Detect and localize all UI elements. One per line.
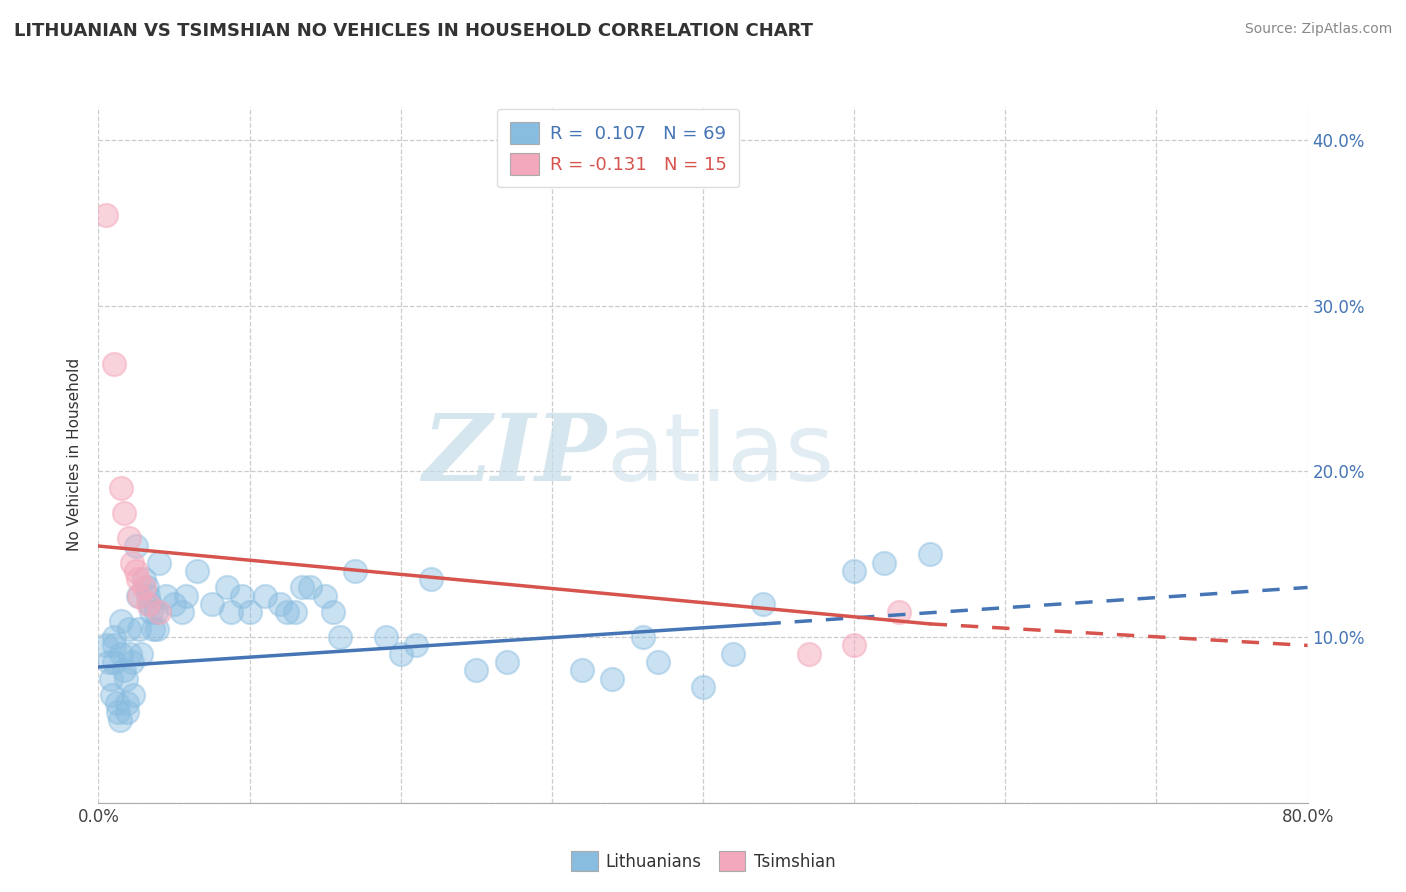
Point bbox=[329, 630, 352, 644]
Point bbox=[107, 705, 129, 719]
Point bbox=[186, 564, 208, 578]
Point bbox=[844, 564, 866, 578]
Point bbox=[127, 572, 149, 586]
Point bbox=[136, 589, 159, 603]
Point bbox=[221, 605, 243, 619]
Point bbox=[148, 605, 170, 619]
Point bbox=[135, 581, 157, 595]
Text: ZIP: ZIP bbox=[422, 410, 606, 500]
Point bbox=[647, 655, 669, 669]
Point bbox=[797, 647, 820, 661]
Point bbox=[118, 622, 141, 636]
Point bbox=[112, 663, 135, 677]
Point bbox=[155, 589, 177, 603]
Point bbox=[105, 697, 128, 711]
Point bbox=[420, 572, 443, 586]
Point bbox=[284, 605, 307, 619]
Point bbox=[125, 539, 148, 553]
Point bbox=[125, 564, 148, 578]
Text: LITHUANIAN VS TSIMSHIAN NO VEHICLES IN HOUSEHOLD CORRELATION CHART: LITHUANIAN VS TSIMSHIAN NO VEHICLES IN H… bbox=[14, 22, 813, 40]
Point bbox=[122, 688, 145, 702]
Point bbox=[752, 597, 775, 611]
Point bbox=[110, 647, 132, 661]
Point bbox=[115, 697, 138, 711]
Point bbox=[918, 547, 941, 561]
Point bbox=[145, 605, 167, 619]
Point bbox=[239, 605, 262, 619]
Point bbox=[94, 208, 117, 222]
Point bbox=[889, 605, 911, 619]
Point bbox=[405, 639, 427, 653]
Point bbox=[163, 597, 186, 611]
Point bbox=[108, 713, 131, 727]
Point bbox=[314, 589, 336, 603]
Point bbox=[132, 581, 155, 595]
Point bbox=[128, 622, 150, 636]
Point bbox=[174, 589, 197, 603]
Point bbox=[291, 581, 314, 595]
Point bbox=[114, 672, 136, 686]
Point bbox=[344, 564, 367, 578]
Point bbox=[873, 556, 896, 570]
Point bbox=[103, 639, 125, 653]
Point bbox=[110, 614, 132, 628]
Point bbox=[115, 705, 138, 719]
Point bbox=[110, 481, 132, 495]
Point bbox=[103, 630, 125, 644]
Point bbox=[127, 589, 149, 603]
Point bbox=[276, 605, 298, 619]
Point bbox=[170, 605, 193, 619]
Legend: Lithuanians, Tsimshian: Lithuanians, Tsimshian bbox=[564, 845, 842, 878]
Point bbox=[146, 622, 169, 636]
Point bbox=[100, 672, 122, 686]
Point bbox=[120, 647, 142, 661]
Point bbox=[631, 630, 654, 644]
Point bbox=[299, 581, 322, 595]
Point bbox=[121, 556, 143, 570]
Point bbox=[253, 589, 276, 603]
Point bbox=[571, 663, 593, 677]
Point bbox=[101, 688, 124, 702]
Point bbox=[465, 663, 488, 677]
Point bbox=[141, 605, 163, 619]
Point bbox=[495, 655, 517, 669]
Point bbox=[139, 597, 162, 611]
Point bbox=[121, 655, 143, 669]
Point bbox=[201, 597, 224, 611]
Point bbox=[602, 672, 624, 686]
Point bbox=[148, 556, 170, 570]
Point bbox=[142, 622, 165, 636]
Point bbox=[692, 680, 714, 694]
Point bbox=[112, 506, 135, 520]
Point bbox=[129, 647, 152, 661]
Text: atlas: atlas bbox=[606, 409, 835, 501]
Point bbox=[132, 572, 155, 586]
Point bbox=[94, 639, 117, 653]
Text: Source: ZipAtlas.com: Source: ZipAtlas.com bbox=[1244, 22, 1392, 37]
Point bbox=[103, 655, 125, 669]
Point bbox=[98, 655, 121, 669]
Point bbox=[231, 589, 253, 603]
Point bbox=[103, 357, 125, 371]
Point bbox=[389, 647, 412, 661]
Y-axis label: No Vehicles in Household: No Vehicles in Household bbox=[67, 359, 83, 551]
Point bbox=[322, 605, 344, 619]
Point bbox=[215, 581, 238, 595]
Point bbox=[118, 531, 141, 545]
Point bbox=[723, 647, 745, 661]
Point bbox=[844, 639, 866, 653]
Point bbox=[136, 597, 159, 611]
Point bbox=[269, 597, 291, 611]
Point bbox=[128, 589, 150, 603]
Point bbox=[374, 630, 396, 644]
